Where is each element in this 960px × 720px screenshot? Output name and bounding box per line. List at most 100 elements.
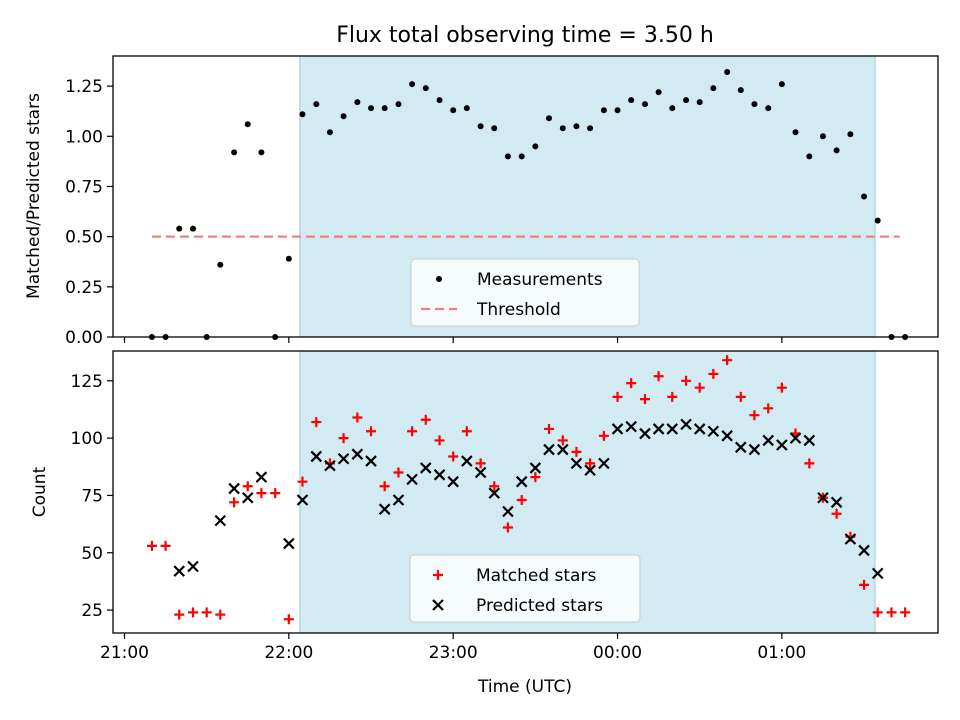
data-point bbox=[844, 533, 857, 545]
data-point bbox=[762, 434, 775, 447]
top-y-tick-label: 0.50 bbox=[65, 228, 103, 248]
data-point bbox=[751, 101, 758, 108]
data-point bbox=[886, 607, 897, 618]
data-point bbox=[652, 423, 665, 435]
data-point bbox=[900, 607, 911, 618]
data-point bbox=[190, 225, 197, 232]
data-point bbox=[174, 609, 185, 620]
data-point bbox=[352, 412, 363, 423]
data-point bbox=[255, 471, 268, 483]
data-point bbox=[516, 495, 527, 506]
data-point bbox=[628, 97, 635, 104]
data-point bbox=[146, 540, 157, 551]
legend-label: Threshold bbox=[476, 300, 561, 320]
data-point bbox=[831, 508, 842, 519]
legend-marker-plus bbox=[433, 570, 443, 580]
top-y-tick-label: 0.75 bbox=[65, 177, 103, 197]
data-point bbox=[874, 217, 881, 224]
data-point bbox=[721, 430, 733, 442]
data-point bbox=[667, 391, 678, 402]
data-point bbox=[229, 497, 240, 508]
bottom-series-matched-stars bbox=[146, 355, 911, 625]
data-point bbox=[409, 81, 416, 88]
legend-marker-dot bbox=[436, 276, 442, 282]
chart-title: Flux total observing time = 3.50 h bbox=[336, 23, 714, 48]
data-point bbox=[241, 491, 254, 504]
data-point bbox=[283, 537, 295, 550]
data-point bbox=[381, 105, 388, 112]
data-point bbox=[680, 418, 692, 431]
data-point bbox=[792, 129, 799, 136]
top-y-axis-label: Matched/Predicted stars bbox=[24, 93, 44, 299]
data-point bbox=[546, 115, 553, 122]
data-point bbox=[573, 123, 580, 130]
data-point bbox=[776, 439, 788, 451]
data-point bbox=[436, 97, 443, 104]
data-point bbox=[724, 69, 731, 76]
bottom-y-tick-label: 50 bbox=[81, 544, 103, 564]
data-point bbox=[215, 609, 226, 620]
data-point bbox=[532, 143, 539, 150]
data-point bbox=[710, 85, 717, 92]
data-point bbox=[433, 469, 446, 481]
data-point bbox=[313, 101, 320, 108]
bottom-y-axis-label: Count bbox=[30, 466, 50, 517]
flux-ratio-panel: Flux total observing time = 3.50 h Match… bbox=[24, 23, 939, 348]
bottom-legend: Matched stars Predicted stars bbox=[409, 554, 641, 623]
data-point bbox=[407, 426, 418, 437]
data-point bbox=[244, 121, 251, 128]
bottom-y-tick-label: 75 bbox=[81, 486, 103, 506]
data-point bbox=[201, 607, 212, 618]
data-point bbox=[557, 435, 568, 446]
data-point bbox=[160, 540, 171, 551]
data-point bbox=[422, 85, 429, 92]
data-point bbox=[285, 255, 292, 262]
data-point bbox=[708, 368, 719, 379]
data-point bbox=[491, 125, 498, 132]
data-point bbox=[872, 607, 883, 618]
data-point bbox=[477, 123, 484, 130]
data-point bbox=[242, 481, 253, 492]
data-point bbox=[297, 476, 308, 487]
data-point bbox=[354, 99, 361, 106]
data-point bbox=[379, 481, 390, 492]
x-axis-label: Time (UTC) bbox=[477, 677, 572, 697]
top-y-tick-label: 1.00 bbox=[65, 127, 103, 147]
data-point bbox=[612, 391, 623, 402]
data-point bbox=[270, 488, 281, 499]
data-point bbox=[448, 451, 459, 462]
data-point bbox=[393, 467, 404, 478]
data-point bbox=[639, 427, 651, 440]
data-point bbox=[488, 487, 501, 499]
data-point bbox=[626, 378, 637, 389]
data-point bbox=[735, 391, 746, 402]
data-point bbox=[861, 193, 868, 200]
data-point bbox=[544, 423, 555, 434]
data-point bbox=[693, 423, 706, 435]
data-point bbox=[859, 579, 870, 590]
data-point bbox=[871, 567, 884, 580]
data-point bbox=[830, 496, 843, 509]
data-point bbox=[406, 473, 418, 486]
data-point bbox=[789, 432, 802, 444]
data-point bbox=[803, 434, 816, 447]
bottom-axes-frame bbox=[112, 350, 939, 634]
data-point bbox=[641, 101, 648, 108]
data-point bbox=[450, 107, 457, 114]
data-point bbox=[283, 614, 294, 625]
data-point bbox=[666, 423, 679, 435]
data-point bbox=[365, 455, 377, 467]
data-point bbox=[806, 153, 813, 160]
data-point bbox=[655, 89, 662, 96]
data-point bbox=[598, 457, 610, 470]
data-point bbox=[188, 607, 199, 618]
star-count-panel: Count Time (UTC) 25 50 75 100 125 21:00 22:00 2… bbox=[30, 350, 939, 697]
data-point bbox=[258, 149, 265, 156]
data-point bbox=[338, 433, 349, 444]
data-point bbox=[324, 459, 336, 472]
data-point bbox=[625, 420, 637, 433]
data-point bbox=[296, 494, 309, 506]
data-point bbox=[231, 149, 238, 156]
data-point bbox=[256, 488, 267, 499]
